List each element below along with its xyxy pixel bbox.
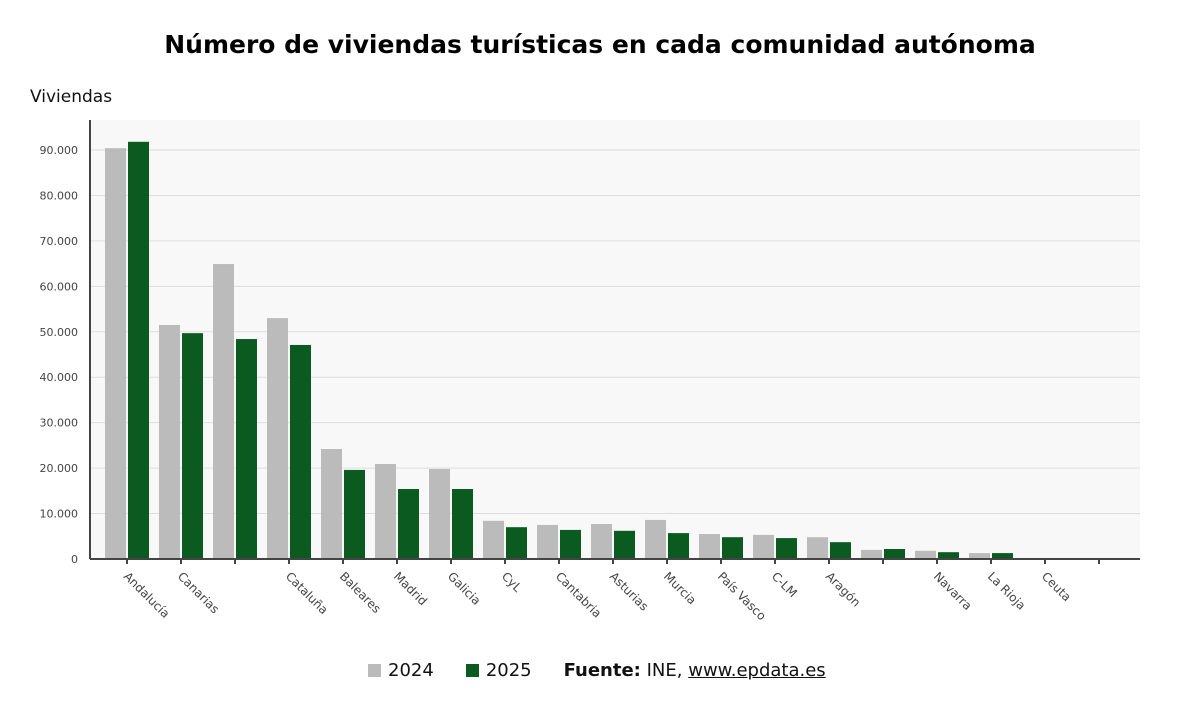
y-tick-label: 60.000	[40, 280, 79, 293]
x-tick-label: Asturias	[607, 569, 651, 613]
bar-2025	[722, 537, 743, 559]
bar-2024	[753, 534, 774, 559]
source-text: INE,	[646, 660, 683, 681]
bar-2025	[290, 344, 311, 559]
y-tick-label: 90.000	[40, 144, 79, 157]
bar-2024	[483, 520, 504, 559]
bar-chart: 0 10.000 20.000 30.000 40.000 50.000 60.000 70.…	[40, 120, 1140, 623]
bar-2024	[105, 148, 126, 559]
bar-2025	[992, 553, 1013, 559]
bar-2025	[398, 489, 419, 559]
bar-2024	[537, 524, 558, 559]
bar-2025	[884, 549, 905, 559]
x-tick-label: Madrid	[391, 569, 430, 608]
bar-2025	[452, 489, 473, 559]
legend-label: 2025	[485, 660, 532, 681]
legend-swatch	[465, 664, 479, 677]
bar-2025	[938, 552, 959, 559]
x-tick-label: Ceuta	[1039, 569, 1074, 604]
bar-2025	[182, 333, 203, 559]
y-tick-label: 30.000	[40, 417, 79, 430]
legend-item-2025: 2025	[465, 660, 532, 681]
bar-2024	[807, 537, 828, 559]
y-tick-label: 80.000	[40, 189, 79, 202]
x-tick-label: C-LM	[769, 569, 800, 600]
x-tick-label: Andalucía	[121, 569, 173, 621]
legend-item-2024: 2024	[368, 660, 434, 681]
bar-2024	[321, 449, 342, 559]
bar-2025	[668, 533, 689, 559]
source-label: Fuente:	[563, 660, 641, 681]
source-credit: Fuente: INE, www.epdata.es	[564, 660, 826, 681]
bar-2025	[506, 527, 527, 559]
bar-2025	[344, 469, 365, 559]
legend-label: 2024	[388, 660, 434, 681]
bar-2025	[830, 542, 851, 559]
y-tick-label: 50.000	[40, 326, 79, 339]
bar-2025	[128, 141, 149, 559]
bar-2025	[614, 530, 635, 559]
bar-2024	[267, 318, 288, 559]
y-tick-label: 70.000	[40, 235, 79, 248]
x-tick-label: Galicia	[445, 569, 484, 608]
x-tick-label: País Vasco	[715, 569, 769, 623]
x-tick-label: Cataluña	[283, 569, 331, 617]
bar-2024	[915, 550, 936, 559]
bar-2024	[213, 264, 234, 559]
bar-2024	[645, 519, 666, 559]
x-tick-label: Murcia	[661, 569, 699, 607]
legend-swatch	[368, 664, 381, 677]
bar-2024	[429, 469, 450, 559]
source-link[interactable]: www.epdata.es	[688, 660, 826, 681]
bar-2025	[776, 538, 797, 559]
bar-2024	[159, 324, 180, 559]
x-tick-label: Navarra	[931, 569, 975, 613]
bar-2025	[560, 529, 581, 559]
y-tick-label: 0	[71, 553, 78, 566]
bar-2024	[861, 549, 882, 559]
legend: 2024 2025 Fuente: INE, www.epdata.es	[368, 660, 826, 681]
chart-title: Número de viviendas turísticas en cada c…	[164, 30, 1036, 59]
bar-2024	[699, 534, 720, 559]
y-axis-label: Viviendas	[30, 87, 113, 107]
x-tick-label: Cantabria	[553, 569, 604, 620]
bar-2024	[969, 553, 990, 559]
y-tick-label: 10.000	[40, 508, 79, 521]
x-tick-label: Baleares	[337, 569, 384, 616]
bar-2025	[236, 339, 257, 559]
x-tick-label: Aragón	[823, 569, 863, 609]
y-tick-label: 40.000	[40, 371, 79, 384]
x-tick-label: La Rioja	[985, 569, 1029, 613]
bar-2024	[375, 464, 396, 559]
x-tick-label: CyL	[499, 569, 525, 595]
x-tick-label: Canarias	[175, 569, 222, 616]
plot-background	[90, 120, 1140, 559]
bar-2024	[591, 524, 612, 559]
y-tick-label: 20.000	[40, 462, 79, 475]
